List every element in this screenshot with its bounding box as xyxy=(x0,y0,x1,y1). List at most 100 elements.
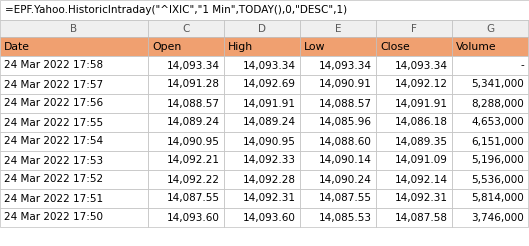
Bar xyxy=(300,113,376,132)
Bar xyxy=(300,56,376,75)
Text: 5,196,000: 5,196,000 xyxy=(471,155,524,166)
Text: 14,090.95: 14,090.95 xyxy=(167,137,220,147)
Text: 24 Mar 2022 17:57: 24 Mar 2022 17:57 xyxy=(4,79,103,90)
Text: 24 Mar 2022 17:55: 24 Mar 2022 17:55 xyxy=(4,118,103,127)
Bar xyxy=(376,132,452,151)
Bar xyxy=(376,113,452,132)
Text: 14,090.91: 14,090.91 xyxy=(319,79,372,90)
Text: 14,092.21: 14,092.21 xyxy=(167,155,220,166)
Bar xyxy=(376,20,452,37)
Bar xyxy=(300,132,376,151)
Bar xyxy=(452,37,528,56)
Text: 14,086.18: 14,086.18 xyxy=(395,118,448,127)
Text: 14,085.53: 14,085.53 xyxy=(319,213,372,222)
Bar xyxy=(224,75,300,94)
Text: 14,090.14: 14,090.14 xyxy=(319,155,372,166)
Bar xyxy=(376,75,452,94)
Text: 14,089.24: 14,089.24 xyxy=(167,118,220,127)
Text: 14,092.31: 14,092.31 xyxy=(395,194,448,203)
Bar xyxy=(300,151,376,170)
Text: High: High xyxy=(228,42,253,51)
Text: 14,092.33: 14,092.33 xyxy=(243,155,296,166)
Bar xyxy=(224,56,300,75)
Bar xyxy=(300,94,376,113)
Text: 14,089.35: 14,089.35 xyxy=(395,137,448,147)
Text: C: C xyxy=(183,24,190,33)
Text: 14,092.31: 14,092.31 xyxy=(243,194,296,203)
Bar xyxy=(376,208,452,227)
Text: 24 Mar 2022 17:51: 24 Mar 2022 17:51 xyxy=(4,194,103,203)
Bar xyxy=(224,113,300,132)
Text: -: - xyxy=(520,61,524,71)
Text: 14,091.91: 14,091.91 xyxy=(243,98,296,108)
Text: 14,091.28: 14,091.28 xyxy=(167,79,220,90)
Bar xyxy=(0,37,148,56)
Bar xyxy=(376,189,452,208)
Text: Close: Close xyxy=(380,42,410,51)
Bar xyxy=(452,189,528,208)
Text: 14,092.12: 14,092.12 xyxy=(395,79,448,90)
Bar xyxy=(224,170,300,189)
Text: Open: Open xyxy=(152,42,181,51)
Bar xyxy=(300,170,376,189)
Text: E: E xyxy=(335,24,341,33)
Bar xyxy=(224,20,300,37)
Text: 14,092.69: 14,092.69 xyxy=(243,79,296,90)
Bar xyxy=(0,151,148,170)
Bar xyxy=(452,151,528,170)
Bar xyxy=(0,208,148,227)
Bar xyxy=(148,151,224,170)
Text: F: F xyxy=(411,24,417,33)
Bar xyxy=(300,75,376,94)
Bar xyxy=(224,151,300,170)
Text: 6,151,000: 6,151,000 xyxy=(471,137,524,147)
Text: =EPF.Yahoo.HistoricIntraday("^IXIC","1 Min",TODAY(),0,"DESC",1): =EPF.Yahoo.HistoricIntraday("^IXIC","1 M… xyxy=(5,5,347,15)
Bar xyxy=(452,170,528,189)
Text: 24 Mar 2022 17:50: 24 Mar 2022 17:50 xyxy=(4,213,103,222)
Bar xyxy=(452,132,528,151)
Text: 4,653,000: 4,653,000 xyxy=(471,118,524,127)
Text: Volume: Volume xyxy=(456,42,497,51)
Text: 14,088.60: 14,088.60 xyxy=(319,137,372,147)
Bar xyxy=(148,75,224,94)
Text: 14,093.60: 14,093.60 xyxy=(167,213,220,222)
Text: 14,093.34: 14,093.34 xyxy=(319,61,372,71)
Text: 14,085.96: 14,085.96 xyxy=(319,118,372,127)
Bar xyxy=(376,170,452,189)
Text: 14,088.57: 14,088.57 xyxy=(167,98,220,108)
Bar xyxy=(0,0,529,20)
Bar xyxy=(224,37,300,56)
Bar xyxy=(148,208,224,227)
Bar xyxy=(224,189,300,208)
Bar xyxy=(452,20,528,37)
Text: 14,090.95: 14,090.95 xyxy=(243,137,296,147)
Bar xyxy=(224,208,300,227)
Text: 14,089.24: 14,089.24 xyxy=(243,118,296,127)
Text: 5,814,000: 5,814,000 xyxy=(471,194,524,203)
Bar xyxy=(376,94,452,113)
Bar xyxy=(376,56,452,75)
Bar xyxy=(0,94,148,113)
Text: 14,093.34: 14,093.34 xyxy=(243,61,296,71)
Bar xyxy=(0,75,148,94)
Bar xyxy=(224,94,300,113)
Text: 14,088.57: 14,088.57 xyxy=(319,98,372,108)
Bar xyxy=(224,132,300,151)
Text: 5,536,000: 5,536,000 xyxy=(471,174,524,184)
Bar xyxy=(148,132,224,151)
Bar xyxy=(376,37,452,56)
Text: G: G xyxy=(486,24,494,33)
Bar xyxy=(148,170,224,189)
Text: 24 Mar 2022 17:53: 24 Mar 2022 17:53 xyxy=(4,155,103,166)
Text: 14,087.55: 14,087.55 xyxy=(167,194,220,203)
Bar xyxy=(148,56,224,75)
Text: D: D xyxy=(258,24,266,33)
Bar xyxy=(148,94,224,113)
Bar xyxy=(148,113,224,132)
Bar xyxy=(452,208,528,227)
Text: 14,091.09: 14,091.09 xyxy=(395,155,448,166)
Text: 24 Mar 2022 17:58: 24 Mar 2022 17:58 xyxy=(4,61,103,71)
Text: 14,090.24: 14,090.24 xyxy=(319,174,372,184)
Text: 14,093.34: 14,093.34 xyxy=(167,61,220,71)
Bar xyxy=(0,170,148,189)
